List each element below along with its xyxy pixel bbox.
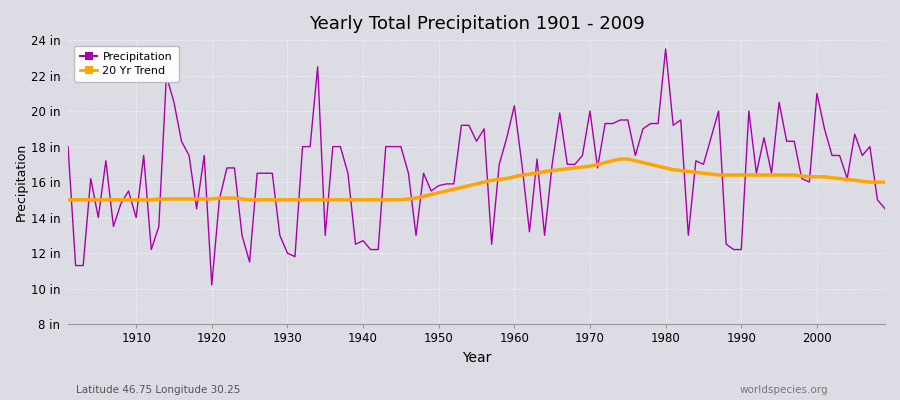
Title: Yearly Total Precipitation 1901 - 2009: Yearly Total Precipitation 1901 - 2009 <box>309 15 644 33</box>
Text: Latitude 46.75 Longitude 30.25: Latitude 46.75 Longitude 30.25 <box>76 385 241 395</box>
Y-axis label: Precipitation: Precipitation <box>15 143 28 221</box>
Text: worldspecies.org: worldspecies.org <box>740 385 828 395</box>
Legend: Precipitation, 20 Yr Trend: Precipitation, 20 Yr Trend <box>74 46 179 82</box>
X-axis label: Year: Year <box>462 351 491 365</box>
